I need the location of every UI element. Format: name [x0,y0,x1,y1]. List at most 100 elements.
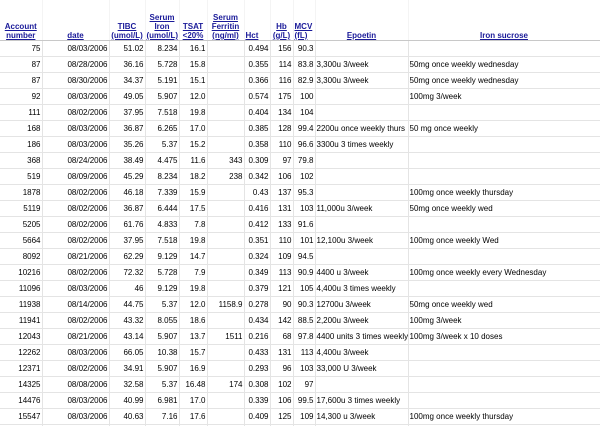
cell-tsat[interactable]: 15.7 [179,344,208,361]
cell-account[interactable]: 12262 [0,344,43,361]
cell-iron-sucrose[interactable] [408,40,600,57]
cell-hct[interactable]: 0.293 [244,360,271,377]
cell-tibc[interactable]: 45.29 [109,168,146,185]
cell-date[interactable]: 08/02/2006 [42,264,110,281]
cell-iron-sucrose[interactable] [408,392,600,409]
cell-iron-sucrose[interactable]: 100mg 3/week [408,88,600,105]
cell-tibc[interactable]: 38.49 [109,152,146,169]
cell-epoetin[interactable] [315,248,409,265]
cell-mcv[interactable]: 100 [293,88,316,105]
cell-serum-iron[interactable]: 7.16 [145,408,180,425]
cell-serum-ferritin[interactable] [207,184,245,201]
cell-mcv[interactable]: 99.4 [293,120,316,137]
cell-account[interactable]: 16067 [0,424,43,426]
cell-hb[interactable]: 142 [270,312,294,329]
cell-date[interactable]: 08/02/2006 [42,216,110,233]
cell-serum-ferritin[interactable] [207,40,245,57]
cell-hct[interactable]: 0.434 [244,312,271,329]
cell-account[interactable]: 10216 [0,264,43,281]
cell-hb[interactable]: 116 [270,72,294,89]
cell-epoetin[interactable]: 12700u 3/week [315,296,409,313]
cell-mcv[interactable]: 83.8 [293,56,316,73]
cell-date[interactable]: 08/09/2006 [42,168,110,185]
cell-hb[interactable]: 121 [270,280,294,297]
cell-serum-ferritin[interactable] [207,200,245,217]
cell-serum-iron[interactable]: 9.129 [145,248,180,265]
cell-epoetin[interactable] [315,40,409,57]
cell-account[interactable]: 87 [0,72,43,89]
cell-date[interactable]: 08/02/2006 [42,200,110,217]
cell-mcv[interactable]: 95.3 [293,184,316,201]
cell-serum-ferritin[interactable] [207,56,245,73]
cell-iron-sucrose[interactable] [408,360,600,377]
cell-mcv[interactable]: 94.8 [293,424,316,426]
cell-hb[interactable]: 68 [270,328,294,345]
cell-tsat[interactable]: 15.1 [179,72,208,89]
cell-hct[interactable]: 0.409 [244,408,271,425]
cell-hct[interactable]: 0.309 [244,152,271,169]
cell-date[interactable]: 08/24/2006 [42,152,110,169]
cell-serum-ferritin[interactable] [207,424,245,426]
cell-account[interactable]: 368 [0,152,43,169]
cell-serum-ferritin[interactable] [207,120,245,137]
col-header-mcv[interactable]: MCV (fL) [293,0,316,41]
cell-serum-ferritin[interactable] [207,72,245,89]
cell-hct[interactable]: 0.278 [244,296,271,313]
cell-hct[interactable]: 0.404 [244,104,271,121]
cell-epoetin[interactable]: 2200u once weekly thurs [315,120,409,137]
cell-tsat[interactable]: 15.8 [179,56,208,73]
cell-iron-sucrose[interactable]: 100mg 3/week [408,312,600,329]
cell-hct[interactable]: 0.342 [244,168,271,185]
cell-tsat[interactable]: 15.4 [179,424,208,426]
cell-serum-ferritin[interactable]: 1511 [207,328,245,345]
cell-serum-ferritin[interactable] [207,280,245,297]
col-header-hb[interactable]: Hb (g/L) [270,0,294,41]
cell-serum-ferritin[interactable] [207,360,245,377]
cell-epoetin[interactable]: 14,300 u 3/week [315,408,409,425]
cell-serum-iron[interactable]: 4.833 [145,216,180,233]
cell-iron-sucrose[interactable] [408,344,600,361]
cell-epoetin[interactable]: 33,000 U 3/week [315,360,409,377]
cell-epoetin[interactable]: 4400 u 3/week [315,264,409,281]
cell-date[interactable]: 08/21/2006 [42,248,110,265]
cell-hb[interactable]: 134 [270,104,294,121]
cell-tibc[interactable]: 72.32 [109,264,146,281]
cell-epoetin[interactable] [315,88,409,105]
cell-serum-iron[interactable]: 9.129 [145,280,180,297]
cell-hb[interactable]: 106 [270,392,294,409]
cell-tsat[interactable]: 14.7 [179,248,208,265]
cell-tsat[interactable]: 19.8 [179,104,208,121]
cell-hb[interactable]: 175 [270,88,294,105]
cell-hct[interactable]: 0.358 [244,136,271,153]
cell-tsat[interactable]: 17.0 [179,120,208,137]
cell-serum-ferritin[interactable] [207,232,245,249]
cell-hb[interactable]: 96 [270,360,294,377]
cell-serum-ferritin[interactable] [207,264,245,281]
cell-tibc[interactable]: 37.95 [109,232,146,249]
cell-serum-ferritin[interactable] [207,136,245,153]
cell-iron-sucrose[interactable]: 50mg once weekly wednesday [408,56,600,73]
cell-mcv[interactable]: 102 [293,168,316,185]
cell-date[interactable]: 08/03/2006 [42,120,110,137]
cell-serum-ferritin[interactable]: 1158.9 [207,296,245,313]
cell-serum-ferritin[interactable] [207,216,245,233]
cell-iron-sucrose[interactable] [408,168,600,185]
cell-epoetin[interactable] [315,376,409,393]
cell-tsat[interactable]: 15.2 [179,136,208,153]
cell-iron-sucrose[interactable]: 100mg once weekly Wed [408,232,600,249]
cell-serum-iron[interactable]: 5.907 [145,88,180,105]
cell-serum-iron[interactable]: 8.234 [145,40,180,57]
cell-hct[interactable]: 0.574 [244,88,271,105]
cell-tibc[interactable]: 49.05 [109,88,146,105]
cell-tsat[interactable]: 17.6 [179,408,208,425]
cell-hb[interactable]: 137 [270,184,294,201]
col-header-tsat[interactable]: TSAT <20% [179,0,208,41]
cell-mcv[interactable]: 113 [293,344,316,361]
cell-hct[interactable]: 0.351 [244,232,271,249]
cell-account[interactable]: 92 [0,88,43,105]
cell-tsat[interactable]: 17.5 [179,200,208,217]
cell-account[interactable]: 15547 [0,408,43,425]
cell-serum-iron[interactable]: 5.907 [145,328,180,345]
cell-tsat[interactable]: 19.8 [179,232,208,249]
cell-account[interactable]: 11941 [0,312,43,329]
